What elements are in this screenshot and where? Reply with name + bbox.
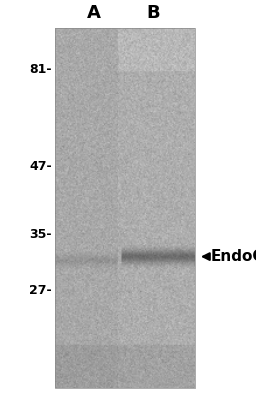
Bar bbox=[55, 28, 195, 388]
Text: A: A bbox=[87, 4, 101, 22]
Text: B: B bbox=[146, 4, 160, 22]
Text: 47-: 47- bbox=[29, 160, 52, 173]
Text: 81-: 81- bbox=[29, 63, 52, 76]
Text: 35-: 35- bbox=[29, 229, 52, 241]
Text: EndoG: EndoG bbox=[211, 249, 256, 264]
Text: 27-: 27- bbox=[29, 284, 52, 297]
